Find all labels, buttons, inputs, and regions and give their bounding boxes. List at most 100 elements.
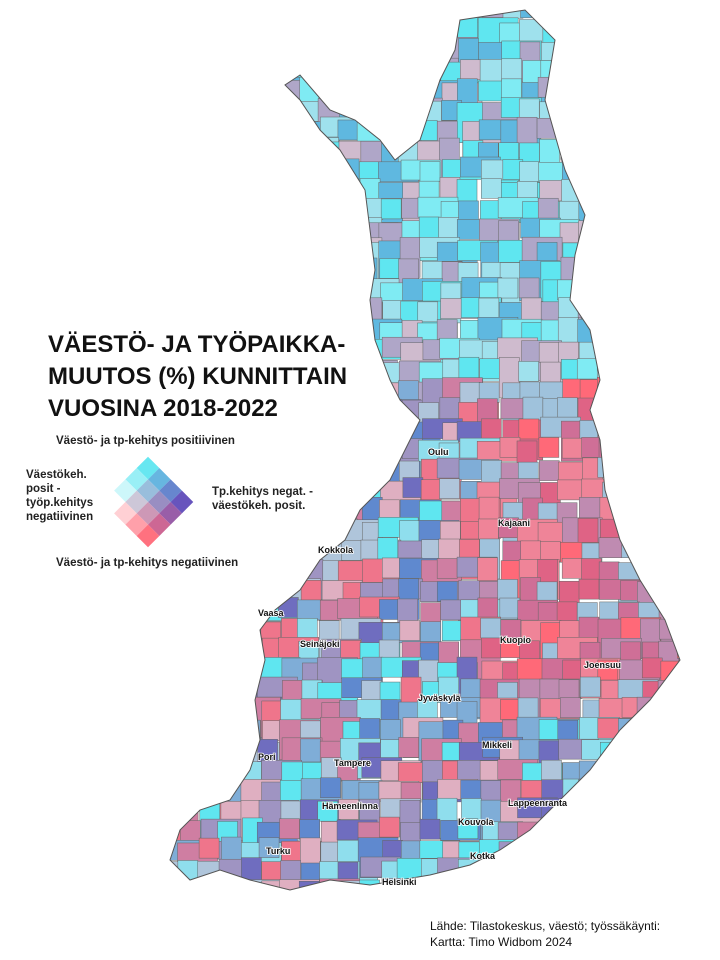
municipality bbox=[682, 559, 702, 579]
municipality bbox=[259, 241, 280, 262]
municipality bbox=[218, 300, 240, 321]
municipality bbox=[637, 859, 679, 890]
municipality bbox=[556, 601, 578, 623]
municipality bbox=[616, 380, 658, 401]
municipality bbox=[681, 300, 720, 340]
municipality bbox=[297, 439, 339, 481]
municipality bbox=[279, 818, 300, 839]
municipality bbox=[317, 277, 358, 299]
municipality bbox=[259, 216, 300, 258]
municipality bbox=[601, 779, 622, 820]
municipality bbox=[280, 21, 322, 63]
source-line: Lähde: Tilastokeskus, väestö; työssäkäyn… bbox=[430, 919, 660, 933]
municipality bbox=[677, 799, 680, 840]
municipality bbox=[561, 861, 583, 890]
municipality bbox=[221, 80, 263, 102]
municipality bbox=[318, 221, 360, 262]
municipality bbox=[597, 717, 639, 739]
municipality bbox=[298, 137, 339, 178]
municipality bbox=[380, 36, 402, 58]
municipality bbox=[642, 362, 663, 384]
municipality bbox=[217, 661, 259, 703]
municipality bbox=[616, 477, 658, 518]
municipality bbox=[220, 10, 262, 21]
municipality bbox=[498, 220, 519, 242]
municipality bbox=[636, 98, 658, 119]
municipality bbox=[257, 257, 298, 298]
municipality bbox=[180, 882, 221, 890]
municipality bbox=[281, 418, 323, 440]
municipality bbox=[237, 537, 258, 578]
municipality bbox=[659, 758, 680, 800]
municipality bbox=[679, 240, 680, 281]
municipality bbox=[297, 519, 338, 540]
municipality bbox=[321, 238, 342, 279]
municipality bbox=[639, 298, 680, 320]
title-line: VUOSINA 2018-2022 bbox=[48, 395, 278, 422]
municipality bbox=[201, 599, 222, 640]
municipality bbox=[597, 842, 638, 864]
municipality bbox=[660, 502, 680, 523]
municipality bbox=[219, 578, 241, 620]
municipality bbox=[681, 58, 701, 98]
municipality bbox=[577, 296, 599, 318]
municipality bbox=[577, 260, 618, 301]
municipality bbox=[170, 880, 202, 890]
municipality bbox=[577, 98, 598, 119]
legend-cell bbox=[114, 479, 137, 502]
municipality bbox=[599, 342, 620, 384]
municipality bbox=[256, 97, 298, 118]
municipality bbox=[416, 120, 438, 141]
city-label: Hämeenlinna bbox=[322, 801, 379, 811]
municipality bbox=[180, 576, 222, 618]
municipality bbox=[300, 219, 342, 240]
municipality bbox=[578, 760, 620, 802]
municipality bbox=[261, 522, 303, 544]
municipality bbox=[297, 462, 338, 484]
municipality bbox=[639, 739, 661, 781]
municipality bbox=[342, 10, 363, 18]
municipality bbox=[278, 459, 319, 481]
municipality bbox=[601, 318, 642, 340]
municipality bbox=[358, 42, 399, 63]
city-label: Jyväskylä bbox=[418, 693, 462, 703]
municipality bbox=[683, 677, 720, 697]
municipality bbox=[661, 39, 680, 81]
municipality bbox=[177, 181, 219, 203]
municipality bbox=[339, 20, 361, 61]
municipality bbox=[258, 837, 280, 858]
municipality bbox=[399, 620, 421, 641]
municipality bbox=[600, 759, 621, 801]
municipality bbox=[198, 659, 239, 700]
municipality bbox=[417, 301, 439, 323]
municipality bbox=[598, 561, 620, 583]
municipality bbox=[662, 97, 680, 118]
municipality bbox=[340, 459, 361, 500]
municipality bbox=[460, 521, 481, 542]
municipality bbox=[601, 241, 642, 262]
municipality bbox=[417, 700, 438, 721]
municipality bbox=[602, 100, 623, 141]
municipality bbox=[198, 837, 220, 859]
municipality bbox=[658, 119, 680, 161]
municipality bbox=[317, 38, 358, 80]
municipality bbox=[520, 841, 562, 882]
municipality bbox=[379, 258, 401, 279]
municipality bbox=[261, 40, 303, 61]
city-label: Kouvola bbox=[458, 817, 494, 827]
municipality bbox=[317, 800, 338, 822]
municipality bbox=[170, 177, 198, 219]
municipality bbox=[398, 10, 439, 43]
municipality bbox=[661, 717, 680, 739]
legend-diamond bbox=[102, 456, 194, 548]
municipality bbox=[599, 81, 620, 102]
municipality bbox=[198, 582, 240, 604]
municipality bbox=[538, 460, 560, 481]
municipality bbox=[658, 10, 680, 39]
municipality bbox=[480, 617, 501, 639]
municipality bbox=[659, 442, 680, 463]
municipality bbox=[299, 300, 320, 322]
municipality bbox=[237, 439, 279, 460]
municipality bbox=[640, 440, 662, 462]
municipality bbox=[662, 179, 680, 201]
